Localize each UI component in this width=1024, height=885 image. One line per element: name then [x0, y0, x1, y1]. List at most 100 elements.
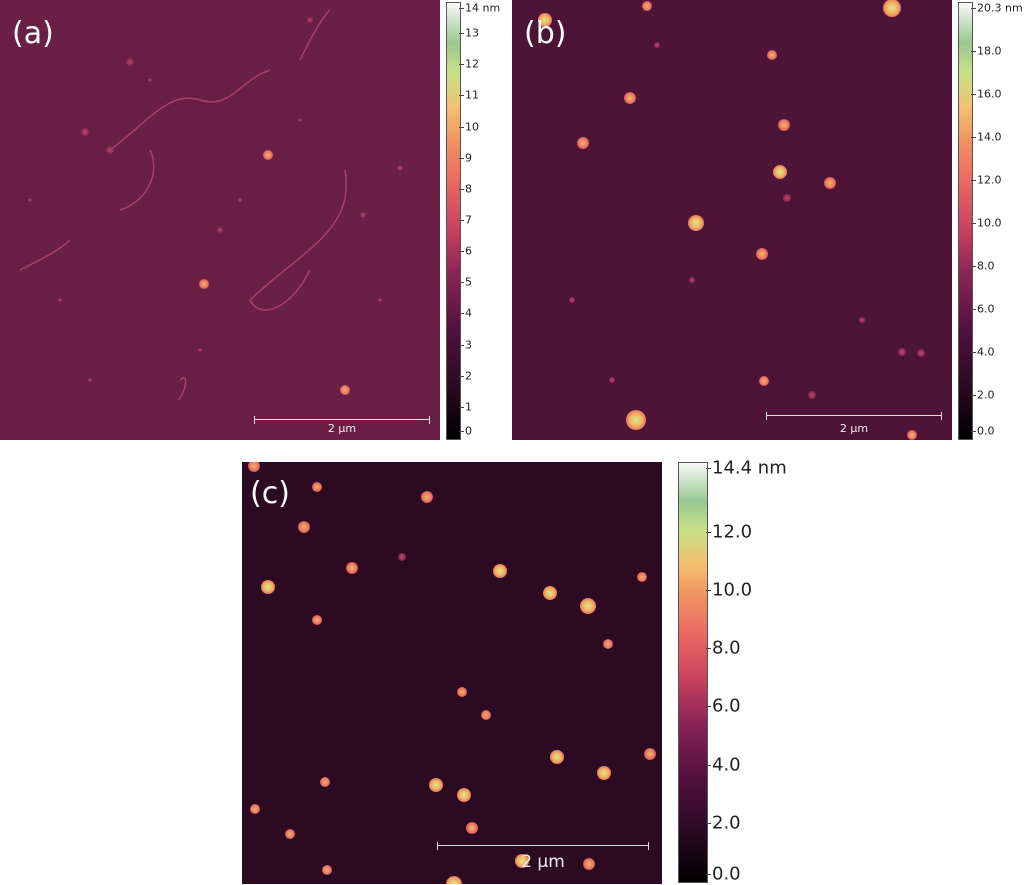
particle — [298, 521, 310, 533]
afm-image-b: (b) 2 µm — [512, 0, 952, 440]
scale-bar-label-a: 2 µm — [327, 422, 357, 435]
colorbar-b — [958, 2, 973, 440]
colorbar-tick — [971, 395, 976, 397]
colorbar-tick-label: 6.0 — [977, 302, 995, 316]
colorbar-tick — [971, 180, 976, 182]
particle — [543, 586, 557, 600]
colorbar-tick — [459, 375, 464, 377]
particle — [238, 198, 242, 202]
afm-image-a: (a) 2 µm — [0, 0, 440, 440]
panel-label-a: (a) — [12, 16, 54, 51]
particle — [603, 639, 613, 649]
colorbar-tick — [706, 531, 711, 533]
particle — [263, 150, 273, 160]
particle — [583, 858, 595, 870]
colorbar-max-label: 20.3 nm — [977, 1, 1023, 15]
particle — [126, 58, 134, 66]
colorbar-tick — [971, 137, 976, 139]
particle — [515, 854, 529, 868]
colorbar-tick — [459, 282, 464, 284]
particle — [597, 766, 611, 780]
particle — [898, 348, 906, 356]
particle — [421, 491, 433, 503]
colorbar-tick-label: 10 — [465, 120, 479, 134]
particle — [340, 385, 350, 395]
particle — [312, 482, 322, 492]
particle — [285, 829, 295, 839]
particle — [808, 391, 816, 399]
particle — [398, 553, 406, 561]
scale-bar-a — [254, 416, 430, 424]
particle — [148, 78, 152, 82]
particle — [360, 212, 366, 218]
particle — [446, 876, 462, 884]
scale-bar-label-b: 2 µm — [839, 422, 869, 435]
panel-label-c: (c) — [250, 476, 290, 511]
particle — [569, 297, 575, 303]
colorbar-tick — [971, 266, 976, 268]
particle — [654, 42, 660, 48]
colorbar-tick — [459, 188, 464, 190]
particle — [773, 165, 787, 179]
colorbar-tick-label: 12.0 — [712, 521, 753, 543]
fiber-network-a — [19, 9, 347, 401]
colorbar-tick-label: 8.0 — [977, 259, 995, 273]
particle — [81, 128, 89, 136]
colorbar-tick — [706, 706, 711, 708]
particle — [261, 580, 275, 594]
colorbar-max-label: 14 nm — [465, 1, 501, 15]
colorbar-tick — [459, 8, 464, 9]
scale-bar-label-c: 2 µm — [521, 852, 565, 872]
particle — [688, 215, 704, 231]
colorbar-tick-label: 5 — [465, 275, 472, 289]
colorbar-tick-label: 3 — [465, 338, 472, 352]
particle — [248, 462, 260, 472]
colorbar-tick-label: 8 — [465, 182, 472, 196]
colorbar-tick — [459, 157, 464, 159]
particle — [609, 377, 615, 383]
colorbar-tick-label: 12 — [465, 57, 479, 71]
colorbar-tick — [459, 431, 464, 432]
colorbar-tick-label: 14.0 — [977, 130, 1002, 144]
particle — [346, 562, 358, 574]
colorbar-tick-label: 6 — [465, 244, 472, 258]
colorbar-tick-label: 10.0 — [712, 579, 753, 601]
panel-label-b: (b) — [524, 16, 567, 51]
colorbar-tick — [459, 126, 464, 128]
colorbar-tick-label: 18.0 — [977, 44, 1002, 58]
afm-image-c: (c) 2 µm — [242, 462, 662, 884]
particle — [199, 279, 209, 289]
colorbar-tick-label: 12.0 — [977, 173, 1002, 187]
colorbar-tick — [706, 822, 711, 824]
colorbar-tick-label: 2.0 — [712, 812, 741, 834]
particle — [644, 748, 656, 760]
colorbar-tick — [706, 648, 711, 650]
particle — [298, 118, 302, 122]
particle — [322, 865, 332, 875]
colorbar-tick-label: 2.0 — [977, 388, 995, 402]
particle — [756, 248, 768, 260]
particle — [859, 317, 865, 323]
particle — [429, 778, 443, 792]
colorbar-tick — [706, 874, 711, 875]
colorbar-tick — [706, 468, 711, 469]
colorbar-tick-label: 4.0 — [977, 345, 995, 359]
colorbar-tick-label: 11 — [465, 88, 479, 102]
particle — [637, 572, 647, 582]
colorbar-tick — [459, 313, 464, 315]
colorbar-tick — [971, 431, 976, 432]
particle — [550, 750, 564, 764]
colorbar-tick — [971, 309, 976, 311]
particle — [767, 50, 777, 60]
colorbar-tick — [459, 220, 464, 221]
colorbar-tick-label: 0 — [465, 424, 472, 438]
colorbar-tick — [971, 51, 976, 53]
colorbar-tick — [459, 95, 464, 97]
colorbar-tick-label: 13 — [465, 26, 479, 40]
particle — [642, 1, 652, 11]
particle — [624, 92, 636, 104]
colorbar-tick-label: 0.0 — [712, 863, 741, 885]
colorbar-tick — [459, 251, 464, 253]
colorbar-tick-label: 7 — [465, 213, 472, 227]
particle — [250, 804, 260, 814]
